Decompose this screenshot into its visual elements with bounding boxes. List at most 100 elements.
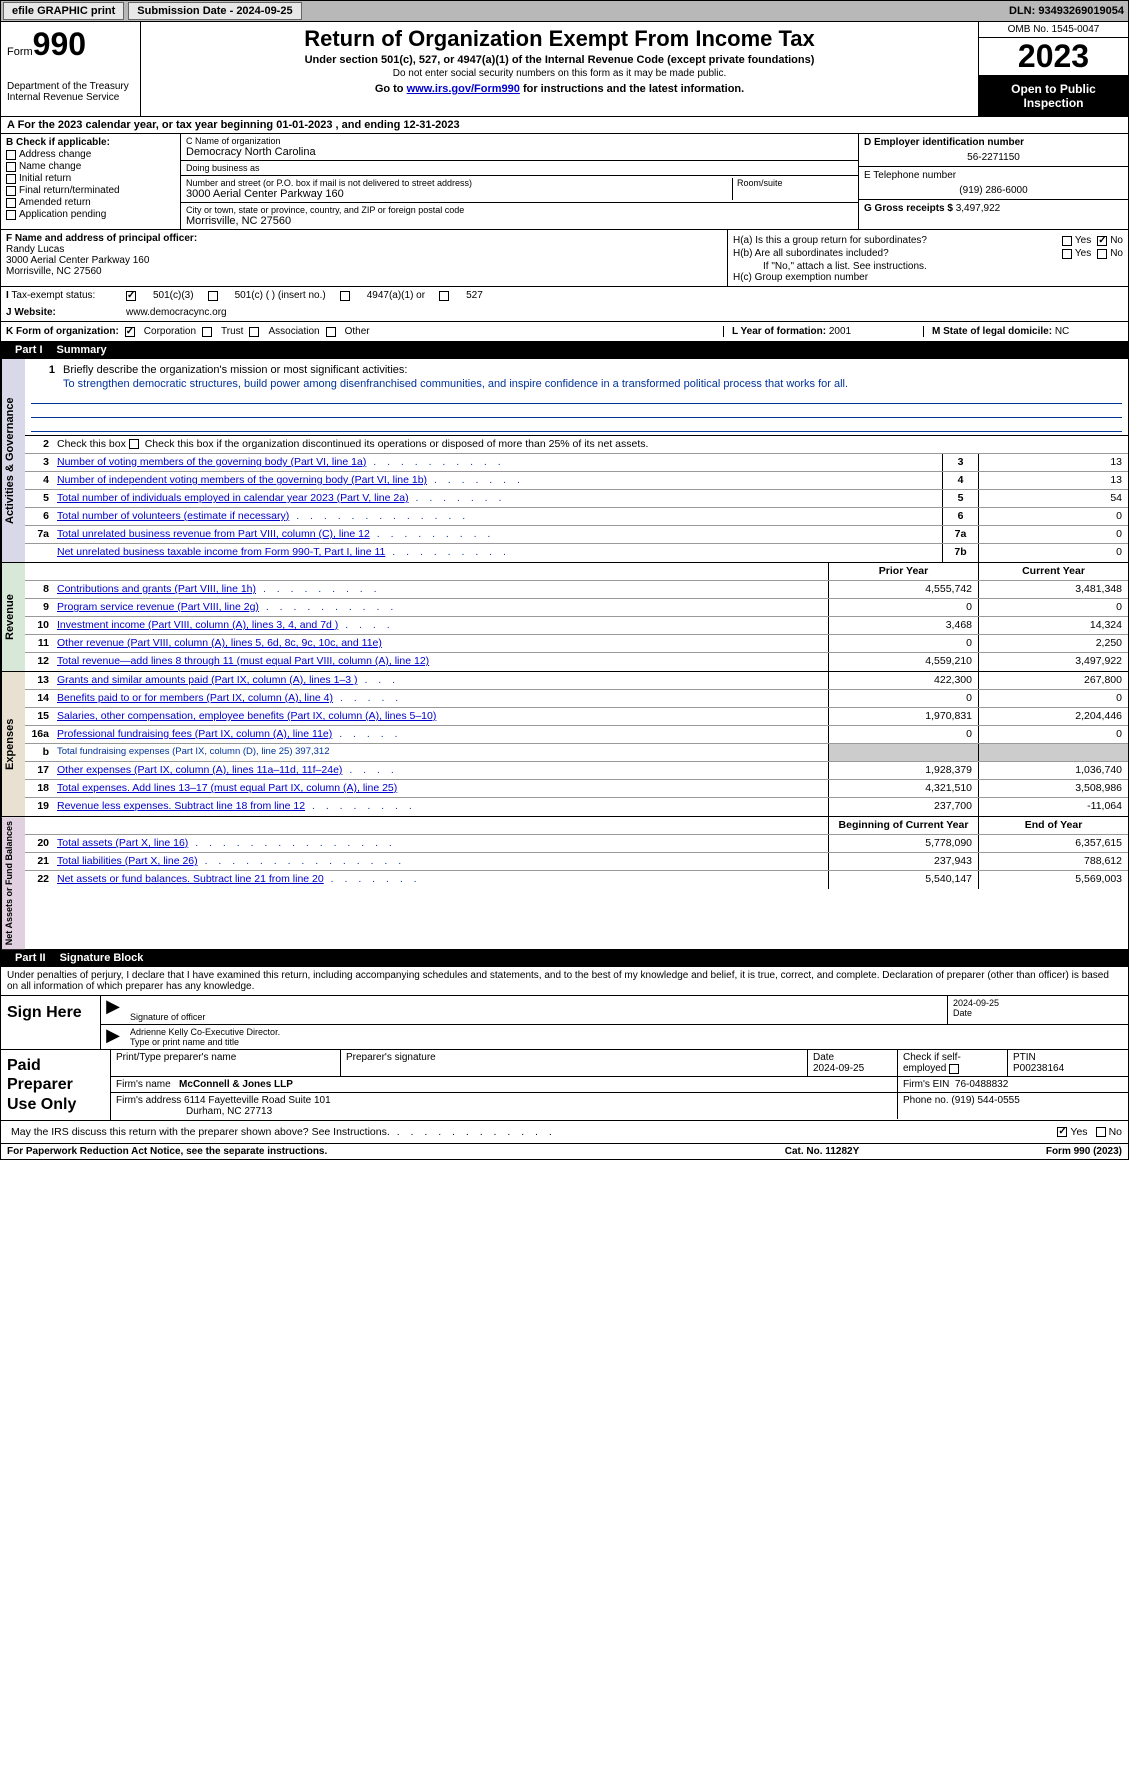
line-17-link[interactable]: Other expenses (Part IX, column (A), lin…: [57, 764, 342, 776]
c12: 3,497,922: [978, 653, 1128, 671]
vtab-revenue: Revenue: [1, 563, 25, 671]
chk-other[interactable]: [326, 327, 336, 337]
p15: 1,970,831: [828, 708, 978, 725]
line-11-link[interactable]: Other revenue (Part VIII, column (A), li…: [57, 637, 382, 649]
chk-527[interactable]: [439, 291, 449, 301]
chk-corporation[interactable]: [125, 327, 135, 337]
vtab-activities-governance: Activities & Governance: [1, 359, 25, 562]
line-9-link[interactable]: Program service revenue (Part VIII, line…: [57, 601, 259, 613]
line-4-link[interactable]: Number of independent voting members of …: [57, 474, 427, 486]
section-i: I Tax-exempt status: 501(c)(3) 501(c) ( …: [0, 287, 1129, 304]
ssn-note: Do not enter social security numbers on …: [147, 68, 972, 79]
p20: 5,778,090: [828, 835, 978, 852]
val-4: 13: [978, 472, 1128, 489]
chk-application-pending[interactable]: [6, 210, 16, 220]
p21: 237,943: [828, 853, 978, 870]
form-subtitle: Under section 501(c), 527, or 4947(a)(1)…: [147, 54, 972, 66]
chk-irs-discuss-no[interactable]: [1096, 1127, 1106, 1137]
line-18-link[interactable]: Total expenses. Add lines 13–17 (must eq…: [57, 782, 397, 794]
vtab-expenses: Expenses: [1, 672, 25, 816]
firm-phone-value: (919) 544-0555: [951, 1095, 1019, 1106]
c13: 267,800: [978, 672, 1128, 689]
line-15-link[interactable]: Salaries, other compensation, employee b…: [57, 710, 436, 722]
p10: 3,468: [828, 617, 978, 634]
chk-final-return[interactable]: [6, 186, 16, 196]
form-header: Form990 Department of the Treasury Inter…: [0, 22, 1129, 117]
line-3-link[interactable]: Number of voting members of the governin…: [57, 456, 366, 468]
paid-preparer-block: Paid Preparer Use Only Print/Type prepar…: [0, 1050, 1129, 1121]
chk-trust[interactable]: [202, 327, 212, 337]
c14: 0: [978, 690, 1128, 707]
paperwork-notice: For Paperwork Reduction Act Notice, see …: [7, 1146, 722, 1157]
section-f-h: F Name and address of principal officer:…: [0, 230, 1129, 287]
c8: 3,481,348: [978, 581, 1128, 598]
phone-label: E Telephone number: [864, 170, 1123, 181]
ein-value: 56-2271150: [864, 152, 1123, 163]
line-10-link[interactable]: Investment income (Part VIII, column (A)…: [57, 619, 338, 631]
firm-addr2: Durham, NC 27713: [116, 1106, 892, 1117]
chk-501c3[interactable]: [126, 291, 136, 301]
line-6-link[interactable]: Total number of volunteers (estimate if …: [57, 510, 289, 522]
chk-501c-other[interactable]: [208, 291, 218, 301]
chk-hb-no[interactable]: [1097, 249, 1107, 259]
line-20-link[interactable]: Total assets (Part X, line 16): [57, 837, 188, 849]
c11: 2,250: [978, 635, 1128, 652]
firm-addr1: 6114 Fayetteville Road Suite 101: [184, 1095, 331, 1106]
line-21-link[interactable]: Total liabilities (Part X, line 26): [57, 855, 198, 867]
line-19-link[interactable]: Revenue less expenses. Subtract line 18 …: [57, 800, 305, 812]
line-16a-link[interactable]: Professional fundraising fees (Part IX, …: [57, 728, 332, 740]
chk-ha-no[interactable]: [1097, 236, 1107, 246]
submission-date-button[interactable]: Submission Date - 2024-09-25: [128, 2, 301, 20]
line-13-link[interactable]: Grants and similar amounts paid (Part IX…: [57, 674, 358, 686]
chk-initial-return[interactable]: [6, 174, 16, 184]
dept-treasury: Department of the Treasury: [7, 81, 134, 92]
c15: 2,204,446: [978, 708, 1128, 725]
line-7a-link[interactable]: Total unrelated business revenue from Pa…: [57, 528, 370, 540]
efile-print-button[interactable]: efile GRAPHIC print: [3, 2, 124, 20]
irs-discuss-row: May the IRS discuss this return with the…: [0, 1121, 1129, 1144]
line-12-link[interactable]: Total revenue—add lines 8 through 11 (mu…: [57, 655, 429, 667]
c17: 1,036,740: [978, 762, 1128, 779]
chk-address-change[interactable]: [6, 150, 16, 160]
section-k-l-m: K Form of organization: Corporation Trus…: [0, 322, 1129, 342]
p17: 1,928,379: [828, 762, 978, 779]
part-i-header: Part I Summary: [0, 342, 1129, 359]
sig-date-value: 2024-09-25: [953, 998, 1123, 1008]
room-suite-label: Room/suite: [737, 178, 853, 188]
topbar: efile GRAPHIC print Submission Date - 20…: [0, 0, 1129, 22]
chk-hb-yes[interactable]: [1062, 249, 1072, 259]
chk-self-employed[interactable]: [949, 1064, 959, 1074]
p9: 0: [828, 599, 978, 616]
ha-label: H(a) Is this a group return for subordin…: [733, 235, 1062, 246]
chk-irs-discuss-yes[interactable]: [1057, 1127, 1067, 1137]
line-7b-link[interactable]: Net unrelated business taxable income fr…: [57, 546, 385, 558]
chk-name-change[interactable]: [6, 162, 16, 172]
val-16b: 397,312: [295, 746, 329, 757]
c19: -11,064: [978, 798, 1128, 816]
ein-label: D Employer identification number: [864, 137, 1024, 148]
sig-date-label: Date: [953, 1008, 1123, 1018]
irs-form990-link[interactable]: www.irs.gov/Form990: [407, 83, 520, 95]
chk-4947a1[interactable]: [340, 291, 350, 301]
line-8-link[interactable]: Contributions and grants (Part VIII, lin…: [57, 583, 256, 595]
cat-number: Cat. No. 11282Y: [722, 1146, 922, 1157]
line-14-link[interactable]: Benefits paid to or for members (Part IX…: [57, 692, 333, 704]
state-domicile: NC: [1055, 326, 1069, 337]
officer-name: Randy Lucas: [6, 244, 722, 255]
chk-line-2[interactable]: [129, 439, 139, 449]
chk-ha-yes[interactable]: [1062, 236, 1072, 246]
c20: 6,357,615: [978, 835, 1128, 852]
firm-ein-value: 76-0488832: [955, 1079, 1008, 1090]
column-b-checkboxes: B Check if applicable: Address change Na…: [1, 134, 181, 229]
chk-association[interactable]: [249, 327, 259, 337]
sign-here-block: Sign Here ▶ Signature of officer 2024-09…: [0, 996, 1129, 1050]
line-5-link[interactable]: Total number of individuals employed in …: [57, 492, 409, 504]
val-6: 0: [978, 508, 1128, 525]
city-value: Morrisville, NC 27560: [186, 215, 853, 227]
c10: 14,324: [978, 617, 1128, 634]
preparer-sig-label: Preparer's signature: [341, 1050, 808, 1076]
chk-amended-return[interactable]: [6, 198, 16, 208]
line-22-link[interactable]: Net assets or fund balances. Subtract li…: [57, 873, 324, 885]
p22: 5,540,147: [828, 871, 978, 889]
dept-irs: Internal Revenue Service: [7, 92, 134, 103]
